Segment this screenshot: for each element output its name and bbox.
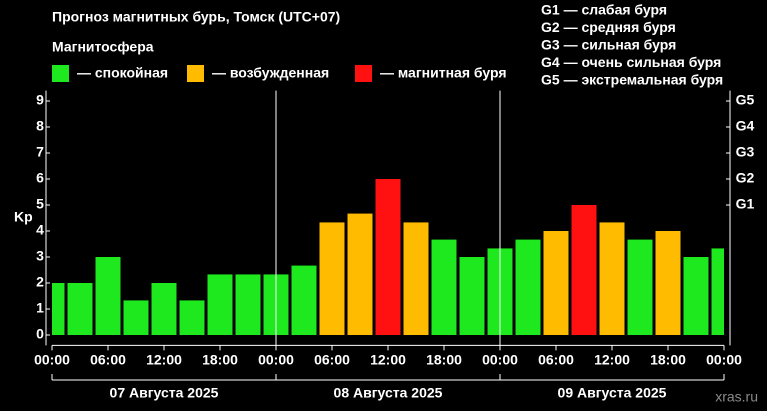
x-tick-label: 18:00 [426, 352, 462, 368]
bar [655, 231, 681, 335]
bar [599, 222, 625, 335]
x-tick-label: 18:00 [650, 352, 686, 368]
bar [235, 274, 261, 335]
bar [151, 283, 177, 335]
g-scale-label: G2 — средняя буря [541, 19, 676, 35]
y-tick-label: 0 [36, 326, 44, 342]
chart-title: Прогноз магнитных бурь, Томск (UTC+07) [52, 9, 340, 25]
x-tick-label: 12:00 [146, 352, 182, 368]
bar [319, 222, 345, 335]
y-tick-label: 7 [36, 144, 44, 160]
bar [571, 205, 597, 335]
x-tick-label: 00:00 [34, 352, 70, 368]
g-scale-label: G3 — сильная буря [541, 37, 676, 53]
y2-tick-label: G3 [736, 144, 755, 160]
y-axis-label: Kp [14, 209, 33, 225]
bar [431, 239, 457, 335]
legend-swatch [187, 65, 204, 82]
watermark: xras.ru [715, 389, 758, 405]
bar [515, 239, 541, 335]
legend-swatch [355, 65, 372, 82]
day-label: 09 Августа 2025 [558, 385, 667, 401]
bar [207, 274, 233, 335]
bar [543, 231, 569, 335]
bar [179, 300, 205, 335]
y2-tick-label: G2 [736, 170, 755, 186]
bar [459, 257, 485, 335]
x-tick-label: 12:00 [370, 352, 406, 368]
y-tick-label: 5 [36, 196, 44, 212]
day-label: 07 Августа 2025 [110, 385, 219, 401]
bar [627, 239, 653, 335]
g-scale-label: G5 — экстремальная буря [541, 72, 723, 88]
y-tick-label: 4 [36, 222, 44, 238]
legend-label: — возбужденная [212, 65, 329, 81]
x-tick-label: 18:00 [202, 352, 238, 368]
x-tick-label: 06:00 [538, 352, 574, 368]
bar [683, 257, 709, 335]
bar [347, 213, 373, 335]
y-tick-label: 9 [36, 92, 44, 108]
g-scale-label: G1 — слабая буря [541, 2, 667, 18]
legend-label: — магнитная буря [380, 65, 507, 81]
bar [291, 265, 317, 335]
bar [52, 283, 65, 335]
legend-title: Магнитосфера [52, 39, 154, 55]
g-scale-label: G4 — очень сильная буря [541, 54, 721, 70]
y-tick-label: 6 [36, 170, 44, 186]
bars [52, 179, 724, 335]
bar [95, 257, 121, 335]
x-tick-label: 00:00 [706, 352, 742, 368]
x-tick-label: 00:00 [482, 352, 518, 368]
bar [123, 300, 149, 335]
y-tick-label: 2 [36, 274, 44, 290]
bar [375, 179, 401, 335]
x-tick-label: 06:00 [90, 352, 126, 368]
x-tick-label: 06:00 [314, 352, 350, 368]
x-tick-label: 00:00 [258, 352, 294, 368]
x-tick-label: 12:00 [594, 352, 630, 368]
bar [403, 222, 429, 335]
y-tick-label: 3 [36, 248, 44, 264]
bar [711, 248, 724, 335]
y2-tick-label: G4 [736, 118, 755, 134]
legend-label: — спокойная [77, 65, 168, 81]
y2-tick-label: G5 [736, 92, 755, 108]
bar [67, 283, 93, 335]
legend-swatch [52, 65, 69, 82]
y-tick-label: 8 [36, 118, 44, 134]
y-tick-label: 1 [36, 300, 44, 316]
y2-tick-label: G1 [736, 196, 755, 212]
day-label: 08 Августа 2025 [334, 385, 443, 401]
